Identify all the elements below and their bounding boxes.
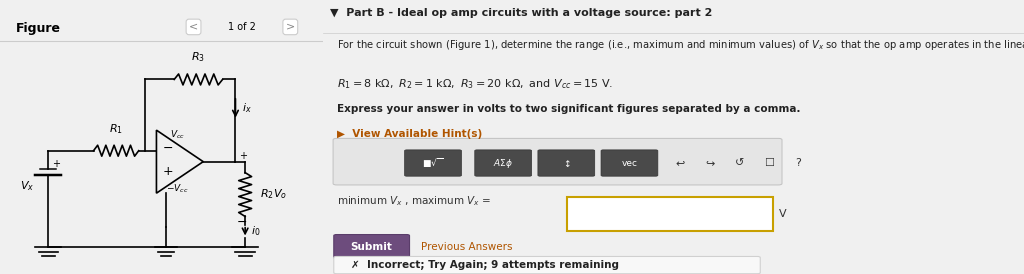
FancyBboxPatch shape <box>404 150 462 176</box>
FancyBboxPatch shape <box>566 197 773 231</box>
Text: ↪: ↪ <box>706 158 715 168</box>
Text: $\updownarrow$: $\updownarrow$ <box>561 158 571 169</box>
FancyBboxPatch shape <box>475 150 531 176</box>
Text: V: V <box>778 209 786 219</box>
Text: >: > <box>286 22 295 32</box>
Text: $i_0$: $i_0$ <box>251 225 260 238</box>
Text: $-V_{cc}$: $-V_{cc}$ <box>166 182 188 195</box>
Text: Figure: Figure <box>16 22 61 35</box>
Text: $R_2$: $R_2$ <box>260 188 273 201</box>
Text: ☐: ☐ <box>764 158 774 168</box>
FancyBboxPatch shape <box>333 138 782 185</box>
Text: $V_o$: $V_o$ <box>272 188 287 201</box>
FancyBboxPatch shape <box>538 150 595 176</box>
Text: Submit: Submit <box>351 242 392 252</box>
Text: $V_x$: $V_x$ <box>20 179 35 193</box>
Text: $\blacksquare\sqrt{\ }$: $\blacksquare\sqrt{\ }$ <box>422 156 443 170</box>
Text: ▶  View Available Hint(s): ▶ View Available Hint(s) <box>337 129 482 139</box>
Text: For the circuit shown (Figure 1), determine the range (i.e., maximum and minimum: For the circuit shown (Figure 1), determ… <box>337 38 1024 52</box>
Text: Express your answer in volts to two significant figures separated by a comma.: Express your answer in volts to two sign… <box>337 104 800 114</box>
Text: vec: vec <box>622 159 637 167</box>
Text: $i_x$: $i_x$ <box>242 101 252 115</box>
Text: −: − <box>238 215 248 229</box>
FancyBboxPatch shape <box>334 256 760 274</box>
Text: ↩: ↩ <box>676 158 685 168</box>
FancyBboxPatch shape <box>601 150 657 176</box>
Text: ↺: ↺ <box>734 158 743 168</box>
Text: $R_1 = 8\ \mathrm{k\Omega}$$,\ R_2 = 1\ \mathrm{k\Omega}$$,\ R_3 = 20\ \mathrm{k: $R_1 = 8\ \mathrm{k\Omega}$$,\ R_2 = 1\ … <box>337 77 613 90</box>
Text: $A\Sigma\phi$: $A\Sigma\phi$ <box>494 156 513 170</box>
Text: +: + <box>163 165 173 178</box>
Text: $R_3$: $R_3$ <box>191 51 206 64</box>
FancyBboxPatch shape <box>334 235 410 259</box>
Text: −: − <box>163 141 173 155</box>
Text: <: < <box>188 22 199 32</box>
Text: 1 of 2: 1 of 2 <box>228 22 256 32</box>
Text: ▼  Part B - Ideal op amp circuits with a voltage source: part 2: ▼ Part B - Ideal op amp circuits with a … <box>330 8 712 18</box>
Text: ?: ? <box>796 158 801 168</box>
Text: $R_1$: $R_1$ <box>110 122 123 136</box>
Text: +: + <box>239 151 247 161</box>
Text: $V_{cc}$: $V_{cc}$ <box>170 129 185 141</box>
Text: ✗  Incorrect; Try Again; 9 attempts remaining: ✗ Incorrect; Try Again; 9 attempts remai… <box>350 260 618 270</box>
Text: Previous Answers: Previous Answers <box>421 242 512 252</box>
Text: +: + <box>51 159 59 169</box>
Text: minimum $V_x$ , maximum $V_x$ =: minimum $V_x$ , maximum $V_x$ = <box>337 195 490 208</box>
